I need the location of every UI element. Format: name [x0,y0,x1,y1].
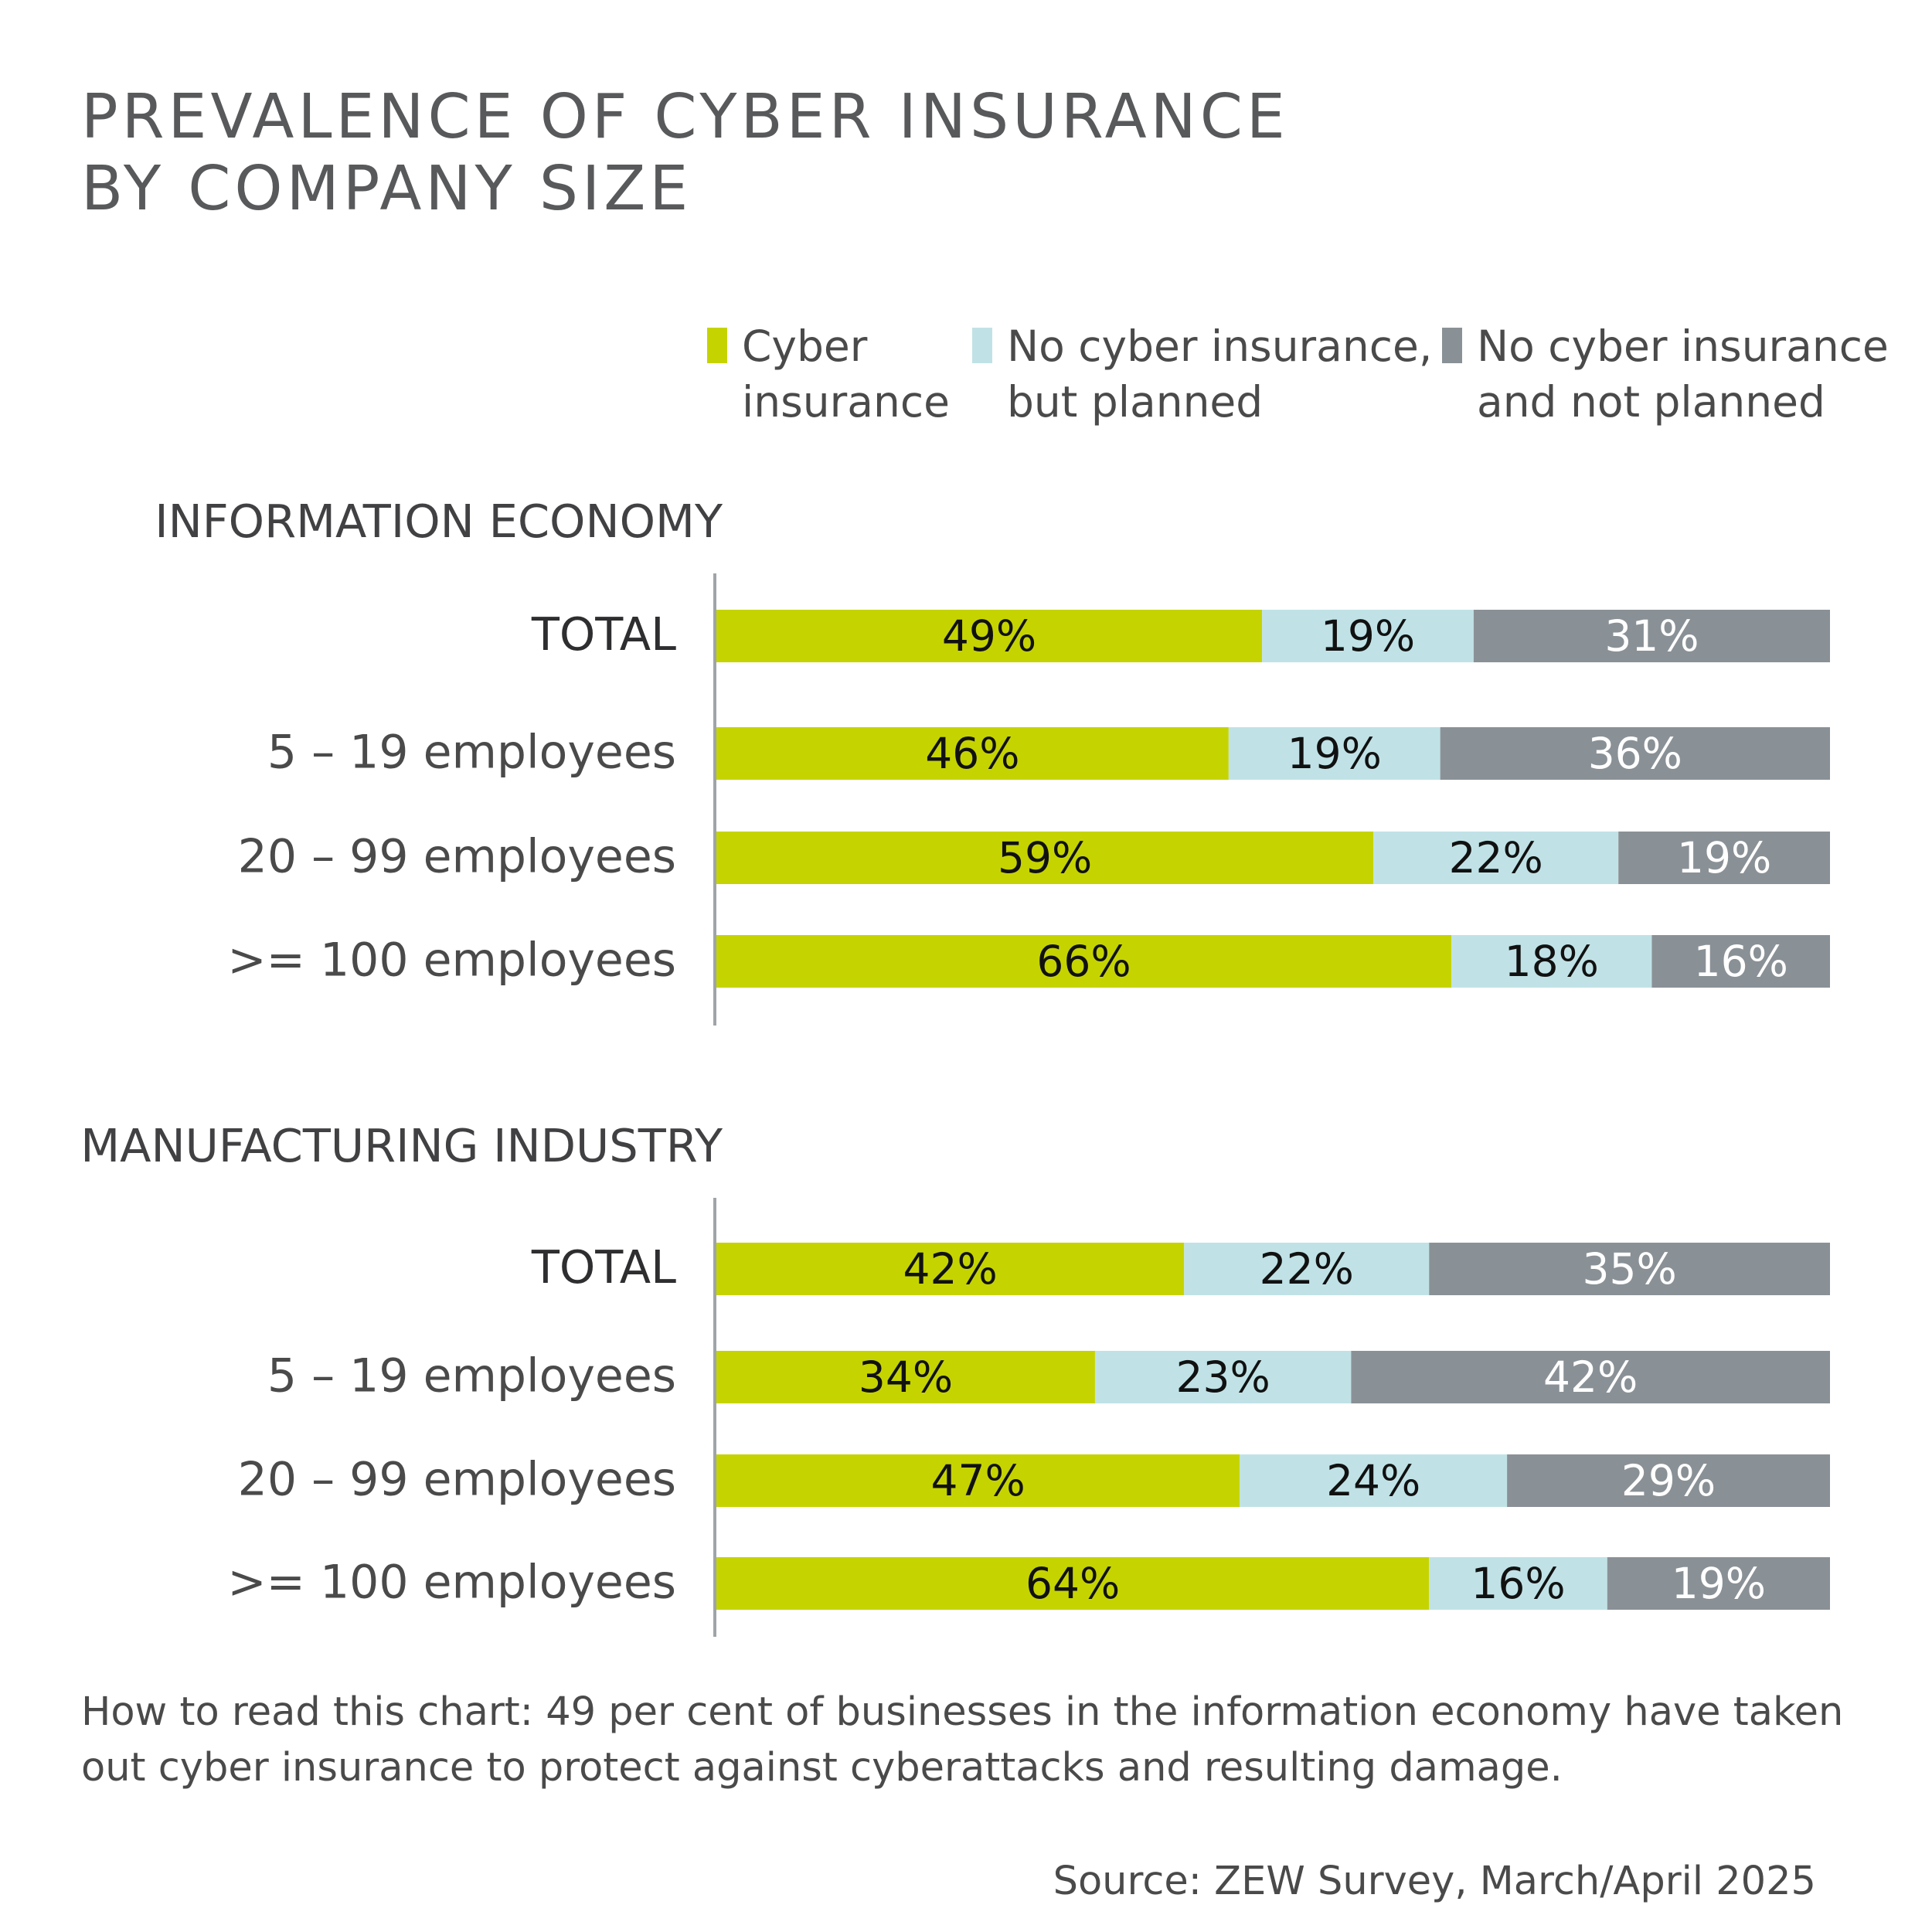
data-label: 19% [1321,611,1415,661]
bar-segment-no-cyber-insurance-and-not-planned [1651,935,1830,988]
data-label: 29% [1621,1456,1716,1505]
data-label: 34% [859,1352,953,1402]
data-label: 42% [1543,1352,1638,1402]
bar-segment-no-cyber-insurance-but-planned [1373,832,1619,884]
data-label: 16% [1694,937,1788,986]
bar-segment-cyber-insurance [716,610,1263,662]
bar-segment-no-cyber-insurance-but-planned [1451,935,1652,988]
legend-label-not-planned: No cyber insurance and not planned [1477,318,1889,430]
legend-label-cyber-insurance: Cyber insurance [742,318,950,430]
legend-label-line: and not planned [1477,377,1825,427]
section-title-manufacturing-industry: MANUFACTURING INDUSTRY [80,1119,723,1172]
bar-segment-no-cyber-insurance-but-planned [1184,1243,1430,1295]
data-label: 36% [1588,729,1682,778]
category-label-100-employees: >= 100 employees [227,934,676,988]
bar-segment-no-cyber-insurance-and-not-planned [1607,1557,1830,1610]
how-to-read-note-line-2: out cyber insurance to protect against c… [81,1745,1563,1791]
bar-segment-cyber-insurance [716,1351,1095,1403]
legend-label-line: No cyber insurance [1477,321,1889,371]
bar-segment-no-cyber-insurance-and-not-planned [1618,832,1830,884]
data-label: 16% [1471,1559,1565,1608]
data-label: 42% [903,1244,997,1294]
legend-label-line: but planned [1007,377,1264,427]
category-label-5-19-employees: 5 – 19 employees [267,726,676,780]
data-label: 19% [1672,1559,1766,1608]
chart-title: PREVALENCE OF CYBER INSURANCE BY COMPANY… [81,81,1289,225]
legend-swatch-planned [972,328,992,363]
data-label: 22% [1260,1244,1354,1294]
bar-segment-no-cyber-insurance-but-planned [1262,610,1474,662]
bar-segment-no-cyber-insurance-and-not-planned [1473,610,1830,662]
bar-segment-no-cyber-insurance-and-not-planned [1440,727,1830,780]
bar-segment-cyber-insurance [716,1454,1240,1507]
bar-segment-no-cyber-insurance-but-planned [1429,1557,1607,1610]
section-title-information-economy: INFORMATION ECONOMY [155,495,723,548]
bar-segment-no-cyber-insurance-but-planned [1240,1454,1508,1507]
bar-segment-cyber-insurance [716,832,1374,884]
data-label: 19% [1677,833,1771,883]
data-label: 23% [1176,1352,1270,1402]
how-to-read-note: How to read this chart: 49 per cent of b… [81,1685,1897,1796]
legend-label-line: insurance [742,377,950,427]
data-label: 22% [1449,833,1543,883]
legend-label-line: Cyber [742,321,868,371]
category-label-total: TOTAL [531,607,676,661]
data-label: 59% [998,833,1092,883]
bar-segment-cyber-insurance [716,935,1452,988]
bar-segment-no-cyber-insurance-but-planned [1228,727,1440,780]
bar-segment-no-cyber-insurance-and-not-planned [1351,1351,1830,1403]
bar-segment-cyber-insurance [716,1557,1430,1610]
data-label: 66% [1036,937,1131,986]
data-label: 64% [1026,1559,1120,1608]
how-to-read-note-line-1: How to read this chart: 49 per cent of b… [81,1689,1844,1735]
category-label-20-99-employees: 20 – 99 employees [238,1453,676,1507]
data-label: 19% [1287,729,1382,778]
chart-title-line-1: PREVALENCE OF CYBER INSURANCE [81,81,1289,152]
source-note: Source: ZEW Survey, March/April 2025 [1053,1859,1816,1904]
bar-segment-no-cyber-insurance-but-planned [1094,1351,1352,1403]
category-label-total: TOTAL [531,1240,676,1294]
legend-label-line: No cyber insurance, [1007,321,1433,371]
data-label: 49% [942,611,1036,661]
bar-segment-cyber-insurance [716,1243,1185,1295]
chart-information-economy: TOTAL 49% 19% 31% 5 – 19 employees 46% 19% 36% 2… [227,573,1830,1026]
data-label: 47% [931,1456,1026,1505]
data-label: 35% [1582,1244,1676,1294]
data-label: 31% [1604,611,1699,661]
bar-segment-no-cyber-insurance-and-not-planned [1507,1454,1830,1507]
category-label-20-99-employees: 20 – 99 employees [238,830,676,884]
data-label: 46% [925,729,1019,778]
legend-label-planned: No cyber insurance, but planned [1007,318,1432,430]
bar-segment-no-cyber-insurance-and-not-planned [1429,1243,1830,1295]
data-label: 18% [1505,937,1599,986]
data-label: 24% [1326,1456,1420,1505]
category-label-5-19-employees: 5 – 19 employees [267,1349,676,1403]
legend-swatch-cyber-insurance [707,328,727,363]
chart-manufacturing-industry: TOTAL 42% 22% 35% 5 – 19 employees 34% 23% 42% 2… [227,1198,1830,1637]
bar-segment-cyber-insurance [716,727,1229,780]
legend-swatch-not-planned [1442,328,1462,363]
category-label-100-employees: >= 100 employees [227,1556,676,1610]
chart-title-line-2: BY COMPANY SIZE [81,153,692,224]
